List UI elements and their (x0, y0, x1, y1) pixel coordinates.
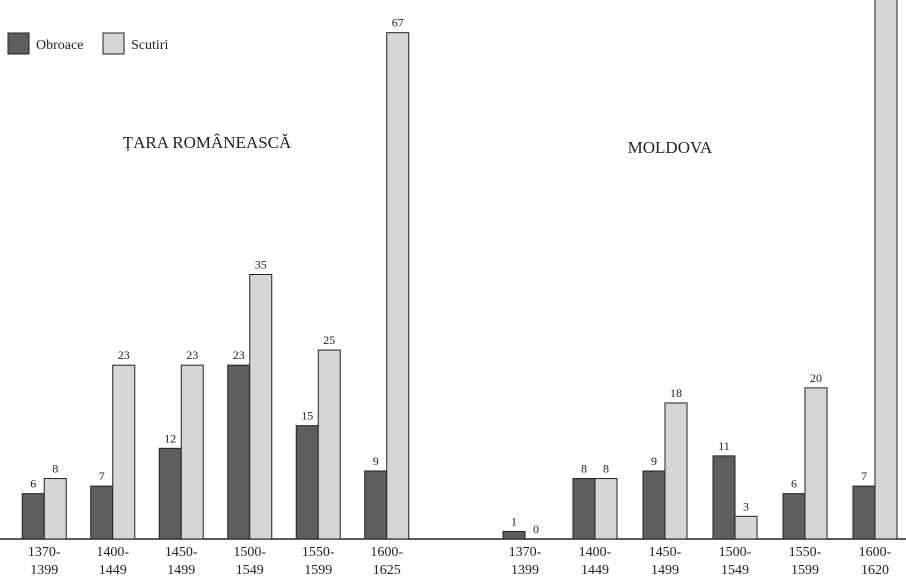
x-tick-label: 1450- (649, 545, 682, 560)
x-tick-label: 1549 (721, 563, 749, 578)
x-tick-label: 1625 (373, 563, 401, 578)
x-tick-label: 1370- (28, 545, 61, 560)
bar (180, 364, 204, 540)
data-label: 7 (861, 469, 867, 483)
bar (249, 274, 273, 540)
data-label: 35 (255, 258, 267, 272)
chart-title: MOLDOVA (628, 138, 713, 157)
bar (364, 470, 388, 540)
bar (43, 478, 67, 540)
legend-swatch (7, 32, 30, 55)
bar (21, 493, 45, 540)
x-tick-label: 1400- (96, 545, 129, 560)
legend-label: Scutiri (131, 38, 168, 53)
data-label: 0 (533, 522, 539, 536)
bar (594, 478, 618, 540)
data-label: 23 (233, 348, 245, 362)
data-label: 8 (581, 462, 587, 476)
bar (158, 447, 182, 540)
x-tick-label: 1449 (581, 563, 609, 578)
x-tick-label: 1549 (236, 563, 264, 578)
x-tick-label: 1550- (789, 545, 822, 560)
legend-swatch (102, 32, 125, 55)
x-tick-label: 1449 (99, 563, 127, 578)
bar (852, 485, 876, 540)
data-label: 11 (718, 439, 730, 453)
bar (874, 0, 898, 540)
x-tick-label: 1500- (719, 545, 752, 560)
data-label: 9 (651, 454, 657, 468)
data-label: 15 (301, 409, 313, 423)
legend-label: Obroace (36, 38, 83, 53)
bar (317, 349, 341, 540)
bar (804, 387, 828, 540)
bar (227, 364, 251, 540)
bar (386, 32, 410, 540)
x-tick-label: 1599 (304, 563, 332, 578)
x-tick-label: 1370- (509, 545, 542, 560)
data-label: 7 (99, 469, 105, 483)
bar (295, 425, 319, 540)
data-label: 23 (186, 348, 198, 362)
bar (734, 515, 758, 540)
x-tick-label: 1600- (370, 545, 403, 560)
x-tick-label: 1600- (859, 545, 892, 560)
bar (782, 493, 806, 540)
x-tick-label: 1399 (511, 563, 539, 578)
x-tick-label: 1599 (791, 563, 819, 578)
x-tick-label: 1499 (651, 563, 679, 578)
x-tick-label: 1550- (302, 545, 335, 560)
data-label: 12 (164, 431, 176, 445)
chart-title: ȚARA ROMÂNEASCĂ (123, 133, 292, 152)
bar (642, 470, 666, 540)
bar (90, 485, 114, 540)
data-label: 6 (30, 477, 36, 491)
data-label: 3 (743, 499, 749, 513)
data-label: 67 (392, 16, 404, 30)
x-tick-label: 1620 (861, 563, 889, 578)
data-label: 18 (670, 386, 682, 400)
data-label: 23 (118, 348, 130, 362)
data-label: 1 (511, 514, 517, 528)
data-label: 9 (373, 454, 379, 468)
x-tick-label: 1499 (167, 563, 195, 578)
bar (572, 478, 596, 540)
x-tick-label: 1400- (579, 545, 612, 560)
x-tick-label: 1450- (165, 545, 198, 560)
data-label: 8 (603, 462, 609, 476)
bar (502, 530, 526, 540)
x-tick-label: 1500- (233, 545, 266, 560)
data-label: 6 (791, 477, 797, 491)
bar (112, 364, 136, 540)
bar (712, 455, 736, 540)
bar (664, 402, 688, 540)
x-tick-label: 1399 (30, 563, 58, 578)
data-label: 20 (810, 371, 822, 385)
data-label: 8 (52, 462, 58, 476)
data-label: 25 (323, 333, 335, 347)
